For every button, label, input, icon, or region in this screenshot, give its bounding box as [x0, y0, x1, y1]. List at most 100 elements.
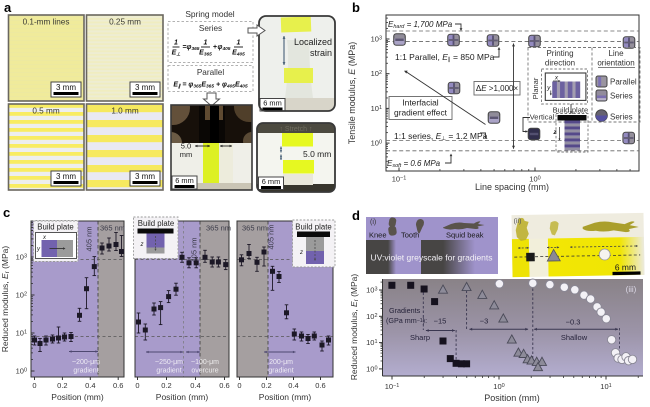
svg-text:Position (mm): Position (mm): [484, 393, 540, 403]
svg-text:0.4: 0.4: [190, 381, 200, 390]
svg-text:102: 102: [371, 69, 382, 78]
svg-text:↑ Stretch ↑: ↑ Stretch ↑: [279, 126, 312, 133]
svg-text:Squid beak: Squid beak: [446, 231, 484, 240]
svg-text:mm: mm: [180, 150, 193, 159]
svg-text:(GPa mm−1):: (GPa mm−1):: [386, 316, 427, 325]
svg-text:103: 103: [16, 253, 27, 262]
svg-text:~200-μm: ~200-μm: [72, 359, 100, 366]
svg-text:5.0: 5.0: [181, 142, 191, 151]
svg-text:strain: strain: [310, 48, 332, 58]
svg-text:5.0 mm: 5.0 mm: [303, 149, 331, 159]
svg-text:405 nm: 405 nm: [85, 226, 94, 251]
svg-text:6 mm: 6 mm: [262, 177, 280, 186]
svg-text:1:1 Parallel, E∥ = 850 MPa: 1:1 Parallel, E∥ = 850 MPa: [395, 52, 495, 63]
svg-text:gradient: gradient: [73, 368, 98, 375]
svg-text:0.1-mm lines: 0.1-mm lines: [23, 18, 70, 27]
svg-text:gradient: gradient: [268, 368, 293, 375]
svg-text:~100-μm: ~100-μm: [191, 359, 219, 366]
svg-text:Series: Series: [199, 24, 222, 33]
svg-text:Shallow: Shallow: [561, 333, 588, 342]
svg-text:φ365: φ365: [187, 44, 200, 52]
svg-text:0.4: 0.4: [288, 381, 298, 390]
svg-text:3 mm: 3 mm: [56, 172, 76, 181]
svg-text:6 mm: 6 mm: [615, 262, 636, 272]
svg-text:100: 100: [371, 139, 382, 148]
svg-text:Planar: Planar: [531, 77, 540, 99]
svg-text:ΔE >1,000×: ΔE >1,000×: [476, 84, 519, 93]
svg-text:0: 0: [135, 381, 139, 390]
svg-text:Position (mm): Position (mm): [51, 392, 104, 402]
svg-text:z: z: [140, 242, 144, 248]
svg-text:200-μm: 200-μm: [269, 359, 293, 366]
svg-text:Parallel: Parallel: [197, 68, 224, 77]
svg-text:10−1: 10−1: [392, 175, 407, 184]
svg-text:365 nm: 365 nm: [242, 224, 267, 233]
svg-text:0.2: 0.2: [161, 381, 171, 390]
svg-text:y: y: [546, 85, 551, 92]
svg-text:Tensile modulus, E (MPa): Tensile modulus, E (MPa): [347, 42, 357, 145]
svg-text:Reduced modulus, Er (MPa): Reduced modulus, Er (MPa): [0, 246, 11, 353]
svg-text:~250-μm: ~250-μm: [155, 359, 183, 366]
svg-text:10−1: 10−1: [385, 382, 400, 391]
svg-text:Build plate: Build plate: [295, 223, 331, 232]
svg-text:103: 103: [366, 286, 377, 295]
svg-text:−3: −3: [480, 317, 489, 326]
svg-text:c: c: [3, 205, 10, 220]
svg-text:y: y: [36, 247, 41, 253]
svg-text:(iii): (iii): [626, 285, 637, 294]
svg-text:6 mm: 6 mm: [263, 99, 281, 108]
svg-text:direction: direction: [545, 59, 575, 68]
svg-text:Knee: Knee: [369, 231, 387, 240]
svg-text:1: 1: [204, 40, 208, 47]
svg-text:d: d: [352, 208, 360, 223]
svg-text:=: =: [182, 44, 186, 51]
svg-text:3 mm: 3 mm: [135, 83, 155, 92]
svg-text:Sharp: Sharp: [410, 333, 430, 342]
svg-text:Esoft = 0.6 MPa: Esoft = 0.6 MPa: [387, 159, 441, 169]
svg-text:gradient effect: gradient effect: [394, 108, 448, 118]
svg-text:Build plate: Build plate: [37, 223, 73, 232]
svg-text:(ii): (ii): [514, 218, 522, 225]
svg-text:Vertical: Vertical: [530, 113, 555, 122]
svg-text:365 nm: 365 nm: [100, 224, 125, 233]
svg-text:0.6: 0.6: [315, 381, 325, 390]
svg-text:E⊥: E⊥: [172, 50, 181, 58]
svg-text:405 nm: 405 nm: [190, 237, 199, 262]
svg-text:Parallel: Parallel: [610, 78, 637, 87]
svg-text:Reduced modulus, Er (MPa): Reduced modulus, Er (MPa): [349, 274, 360, 381]
svg-text:101: 101: [600, 382, 611, 391]
svg-text:1:1 series, E⊥ = 1.2 MPa: 1:1 series, E⊥ = 1.2 MPa: [394, 131, 488, 142]
svg-text:1: 1: [237, 40, 241, 47]
svg-text:−0.3: −0.3: [566, 318, 581, 327]
svg-text:103: 103: [371, 35, 382, 44]
svg-text:Build plate: Build plate: [138, 219, 174, 228]
svg-text:1.0 mm: 1.0 mm: [111, 107, 138, 116]
svg-text:101: 101: [16, 329, 27, 338]
svg-text:102: 102: [16, 291, 27, 300]
svg-text:Build: Build: [553, 106, 570, 115]
svg-text:Line: Line: [608, 49, 624, 58]
svg-text:orientation: orientation: [597, 59, 634, 68]
svg-text:Series: Series: [610, 92, 633, 101]
svg-text:100: 100: [493, 382, 504, 391]
svg-text:Line spacing (mm): Line spacing (mm): [475, 182, 549, 192]
svg-text:gradient: gradient: [156, 368, 181, 375]
svg-text:0.2: 0.2: [261, 381, 271, 390]
svg-text:101: 101: [371, 104, 382, 113]
svg-text:3 mm: 3 mm: [56, 83, 76, 92]
svg-text:Position (mm): Position (mm): [259, 392, 312, 402]
svg-text:(i): (i): [370, 219, 376, 226]
svg-text:b: b: [352, 0, 360, 15]
svg-text:0.6: 0.6: [113, 381, 123, 390]
svg-text:Tooth: Tooth: [401, 231, 419, 240]
svg-text:100: 100: [529, 175, 540, 184]
svg-text:0.25 mm: 0.25 mm: [109, 18, 141, 27]
svg-text:0.2: 0.2: [57, 381, 67, 390]
svg-text:100: 100: [366, 364, 377, 373]
svg-text:x: x: [554, 75, 559, 82]
svg-text:z: z: [552, 129, 557, 136]
svg-text:0: 0: [237, 381, 241, 390]
svg-text:Gradients: Gradients: [389, 306, 421, 315]
svg-text:0: 0: [32, 381, 36, 390]
svg-text:Spring model: Spring model: [185, 9, 234, 19]
